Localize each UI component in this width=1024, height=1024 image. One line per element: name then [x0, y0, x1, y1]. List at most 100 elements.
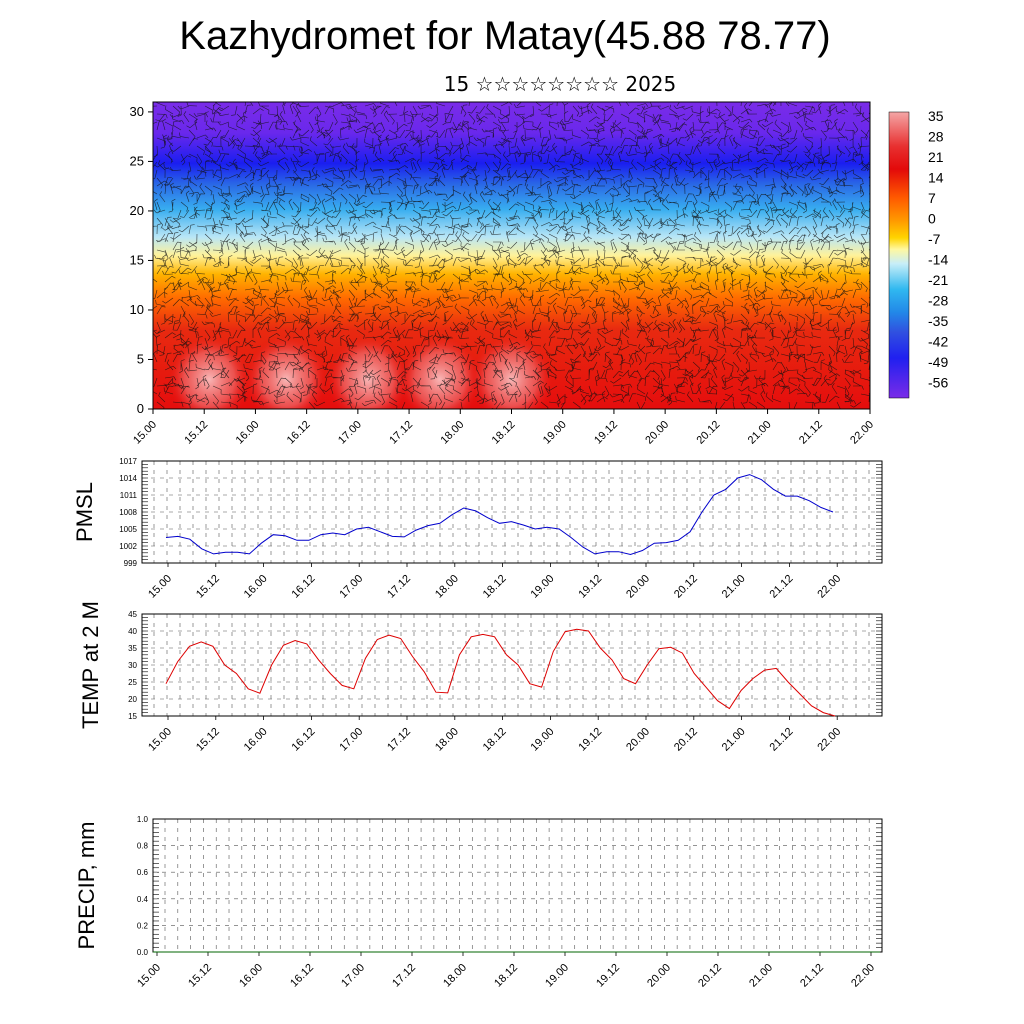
- x-tick-label: 21.12: [797, 419, 825, 447]
- colorbar-label: -49: [928, 354, 948, 370]
- x-tick-label: 16.00: [242, 573, 270, 601]
- series-line-pmsl: [165, 474, 834, 556]
- x-tick-label: 16.12: [285, 419, 313, 447]
- chart-subtitle: 15 ☆☆☆☆☆☆☆☆ 2025: [443, 72, 677, 96]
- x-tick-label: 21.12: [798, 962, 826, 990]
- y-tick-label: 1014: [119, 474, 137, 483]
- y-tick-label: 0.4: [137, 895, 149, 904]
- x-tick-label: 17.00: [339, 962, 367, 990]
- colorbar-label: -42: [928, 334, 948, 350]
- x-tick-label: 22.00: [849, 962, 877, 990]
- y-tick-label: 0.0: [137, 948, 149, 957]
- panel-frame: [141, 613, 883, 717]
- y-tick-label: 30: [128, 661, 137, 670]
- x-tick-label: 17.00: [336, 419, 364, 447]
- x-tick-label: 20.12: [696, 962, 724, 990]
- y-tick-label: 25: [128, 678, 137, 687]
- colorbar-label: -14: [928, 252, 948, 268]
- x-tick-label: 18.12: [490, 419, 518, 447]
- x-tick-label: 22.00: [848, 419, 876, 447]
- x-tick-label: 19.12: [576, 573, 604, 601]
- x-tick-label: 21.00: [746, 419, 774, 447]
- colorbar-fill: [888, 111, 910, 399]
- colorbar-label: 28: [928, 129, 944, 145]
- x-tick-label: 15.00: [131, 419, 159, 447]
- y-tick-label: 1017: [119, 457, 137, 466]
- colorbar-label: 7: [928, 190, 936, 206]
- precip-panel: 0.0 0.2 0.4 0.6 0.8 1.0 15.00 15.12 16.00 16.12 17…: [74, 815, 883, 990]
- x-tick-label: 15.00: [146, 726, 174, 754]
- x-tick-label: 21.00: [747, 962, 775, 990]
- x-tick-label: 17.00: [337, 726, 365, 754]
- x-tick-label: 20.12: [672, 573, 700, 601]
- x-tick-label: 15.00: [146, 573, 174, 601]
- x-tick-label: 19.00: [541, 419, 569, 447]
- x-tick-label: 20.12: [695, 419, 723, 447]
- y-tick-label: 35: [128, 644, 137, 653]
- colorbar-label: -35: [928, 313, 948, 329]
- x-tick-label: 17.00: [337, 573, 365, 601]
- x-tick-label: 21.00: [720, 726, 748, 754]
- x-tick-label: 21.00: [720, 573, 748, 601]
- y-tick-label: 20: [130, 203, 144, 218]
- colorbar-label: -21: [928, 272, 948, 288]
- x-tick-label: 15.12: [194, 726, 222, 754]
- colorbar-label: -56: [928, 375, 948, 391]
- panel-frame: [152, 818, 883, 953]
- y-tick-label: 30: [130, 104, 144, 119]
- wind-barb-lines: [153, 102, 870, 409]
- x-tick-label: 19.12: [592, 419, 620, 447]
- x-tick-label: 18.12: [481, 726, 509, 754]
- cross-section-x-ticks: 15.00 15.12 16.00 16.12 17.00 17.12 18.00 18.12…: [131, 409, 876, 447]
- wind-barbs: [153, 102, 870, 409]
- x-tick-label: 20.00: [624, 573, 652, 601]
- x-tick-label: 19.12: [594, 962, 622, 990]
- y-tick-label: 999: [124, 559, 138, 568]
- colorbar-label: -28: [928, 293, 948, 309]
- heat-cell: [326, 334, 411, 409]
- x-tick-label: 15.12: [186, 962, 214, 990]
- x-tick-label: 19.00: [529, 573, 557, 601]
- colorbar-label: 14: [928, 170, 944, 186]
- x-tick-label: 20.00: [645, 962, 673, 990]
- x-tick-label: 18.00: [433, 726, 461, 754]
- y-tick-label: 45: [128, 610, 137, 619]
- y-tick-label: 0: [137, 401, 144, 416]
- x-tick-label: 21.12: [768, 726, 796, 754]
- pmsl-panel: 999 1002 1005 1008 1011 1014 1017 15.00 15.12 16.…: [72, 457, 883, 601]
- x-tick-label: 17.12: [385, 573, 413, 601]
- colorbar-label: 35: [928, 108, 944, 124]
- x-tick-label: 18.00: [441, 962, 469, 990]
- x-tick-label: 15.12: [182, 419, 210, 447]
- x-tick-label: 22.00: [815, 726, 843, 754]
- series-line-temp2m: [165, 628, 836, 717]
- chart-title: Kazhydromet for Matay(45.88 78.77): [179, 14, 831, 58]
- x-tick-label: 18.00: [433, 573, 461, 601]
- x-tick-label: 17.12: [390, 962, 418, 990]
- x-tick-label: 16.00: [234, 419, 262, 447]
- y-tick-label: 25: [130, 153, 144, 168]
- x-tick-label: 18.00: [438, 419, 466, 447]
- y-axis-title: TEMP at 2 M: [78, 601, 103, 729]
- y-tick-label: 15: [128, 712, 137, 721]
- x-tick-label: 20.00: [624, 726, 652, 754]
- colorbar-label: 21: [928, 149, 944, 165]
- x-tick-label: 17.12: [387, 419, 415, 447]
- y-tick-label: 1008: [119, 508, 137, 517]
- y-tick-label: 15: [130, 252, 144, 267]
- y-tick-label: 1005: [119, 525, 137, 534]
- temp-panel: 15 20 25 30 35 40 45 15.00 15.12 16.00 16.12 17.00 1…: [78, 601, 883, 754]
- cross-section-panel: 0 5 10 15 20 25 30 15.00 15.12 16.00 16.12 17.00 17…: [130, 101, 876, 447]
- x-tick-label: 15.00: [135, 962, 163, 990]
- y-tick-label: 1011: [120, 491, 138, 500]
- x-tick-label: 17.12: [385, 726, 413, 754]
- x-tick-label: 19.00: [543, 962, 571, 990]
- y-axis-title: PRECIP, mm: [74, 822, 99, 950]
- y-tick-label: 0.8: [137, 842, 149, 851]
- x-tick-label: 20.00: [643, 419, 671, 447]
- colorbar: 35 28 21 14 7 0 -7 -14 -21 -28 -35 -42 -49 -56: [888, 108, 948, 399]
- y-tick-label: 40: [128, 627, 137, 636]
- y-tick-label: 20: [128, 695, 137, 704]
- x-tick-label: 18.12: [492, 962, 520, 990]
